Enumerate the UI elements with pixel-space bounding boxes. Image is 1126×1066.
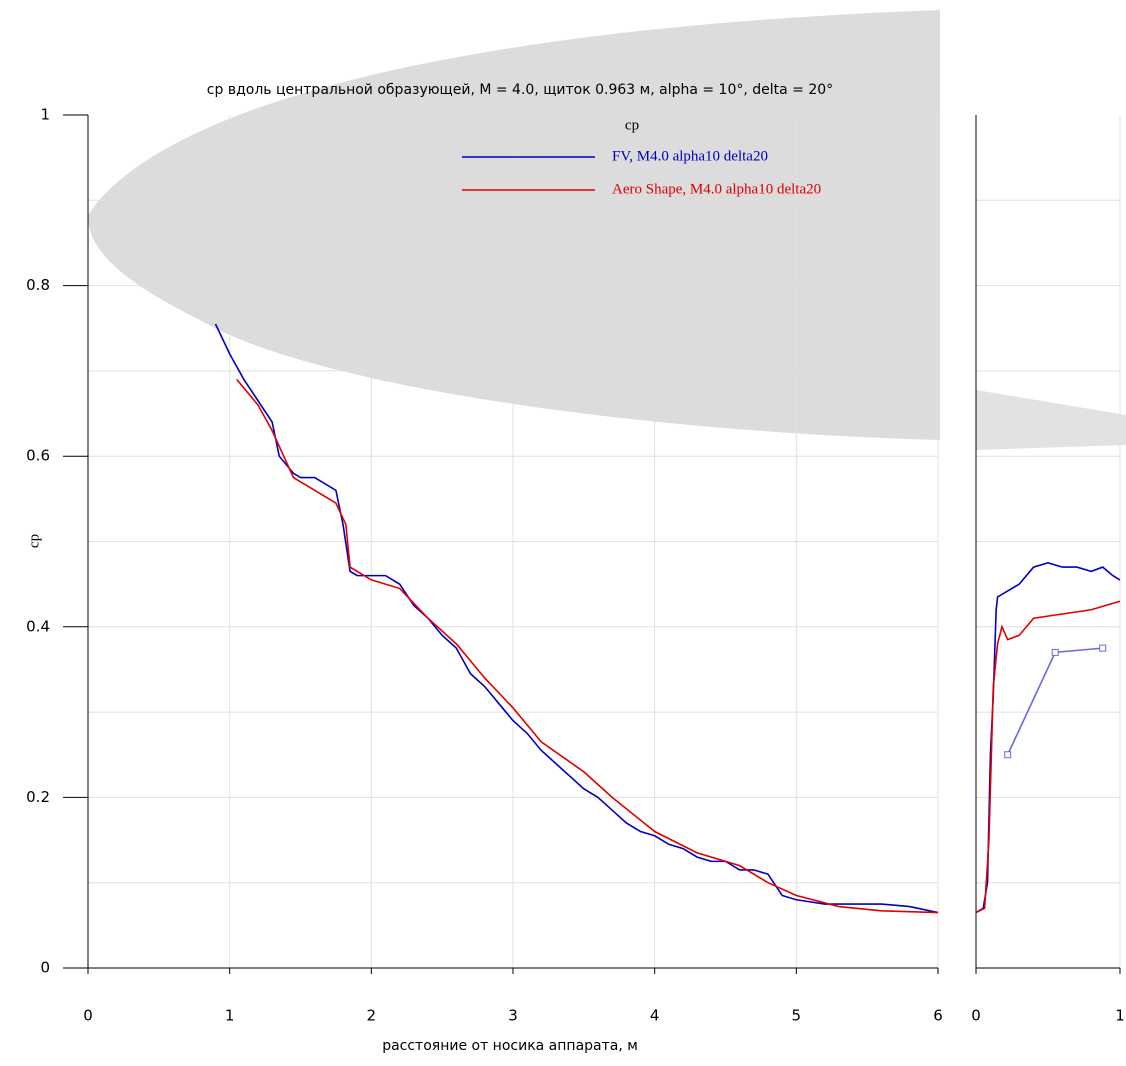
legend-label: Aero Shape, M4.0 alpha10 delta20 bbox=[612, 181, 821, 197]
y-tick-label: 0.6 bbox=[26, 447, 50, 465]
data-point bbox=[1051, 648, 1059, 656]
data-line bbox=[236, 378, 939, 914]
background-body bbox=[88, 10, 940, 440]
x-tick-label: 1 bbox=[225, 1007, 235, 1025]
legend-title: cp bbox=[625, 117, 639, 133]
background-flap bbox=[976, 390, 1126, 450]
x-axis-label: расстояние от носика аппарата, м bbox=[382, 1038, 638, 1054]
x-tick-label: 4 bbox=[650, 1007, 660, 1025]
x-tick-label: 0 bbox=[83, 1007, 93, 1025]
x-tick-label: 2 bbox=[367, 1007, 377, 1025]
x-tick-label: 1 bbox=[1115, 1007, 1125, 1025]
x-tick-label: 5 bbox=[792, 1007, 802, 1025]
data-line bbox=[1006, 647, 1103, 756]
y-tick-label: 0 bbox=[40, 959, 50, 977]
data-line bbox=[214, 323, 939, 914]
data-line bbox=[975, 561, 1121, 914]
data-point bbox=[1099, 644, 1107, 652]
y-axis-label: cp bbox=[26, 534, 42, 548]
x-tick-label: 6 bbox=[933, 1007, 943, 1025]
y-tick-label: 0.2 bbox=[26, 788, 50, 806]
x-tick-label: 0 bbox=[971, 1007, 981, 1025]
y-tick-label: 0.4 bbox=[26, 617, 50, 635]
legend-label: FV, M4.0 alpha10 delta20 bbox=[612, 148, 768, 164]
y-tick-label: 1 bbox=[40, 106, 50, 124]
y-tick-label: 0.8 bbox=[26, 276, 50, 294]
x-tick-label: 3 bbox=[508, 1007, 518, 1025]
chart-title: ср вдоль центральной образующей, M = 4.0… bbox=[207, 82, 833, 98]
data-line bbox=[975, 600, 1121, 914]
data-point bbox=[1004, 751, 1012, 759]
